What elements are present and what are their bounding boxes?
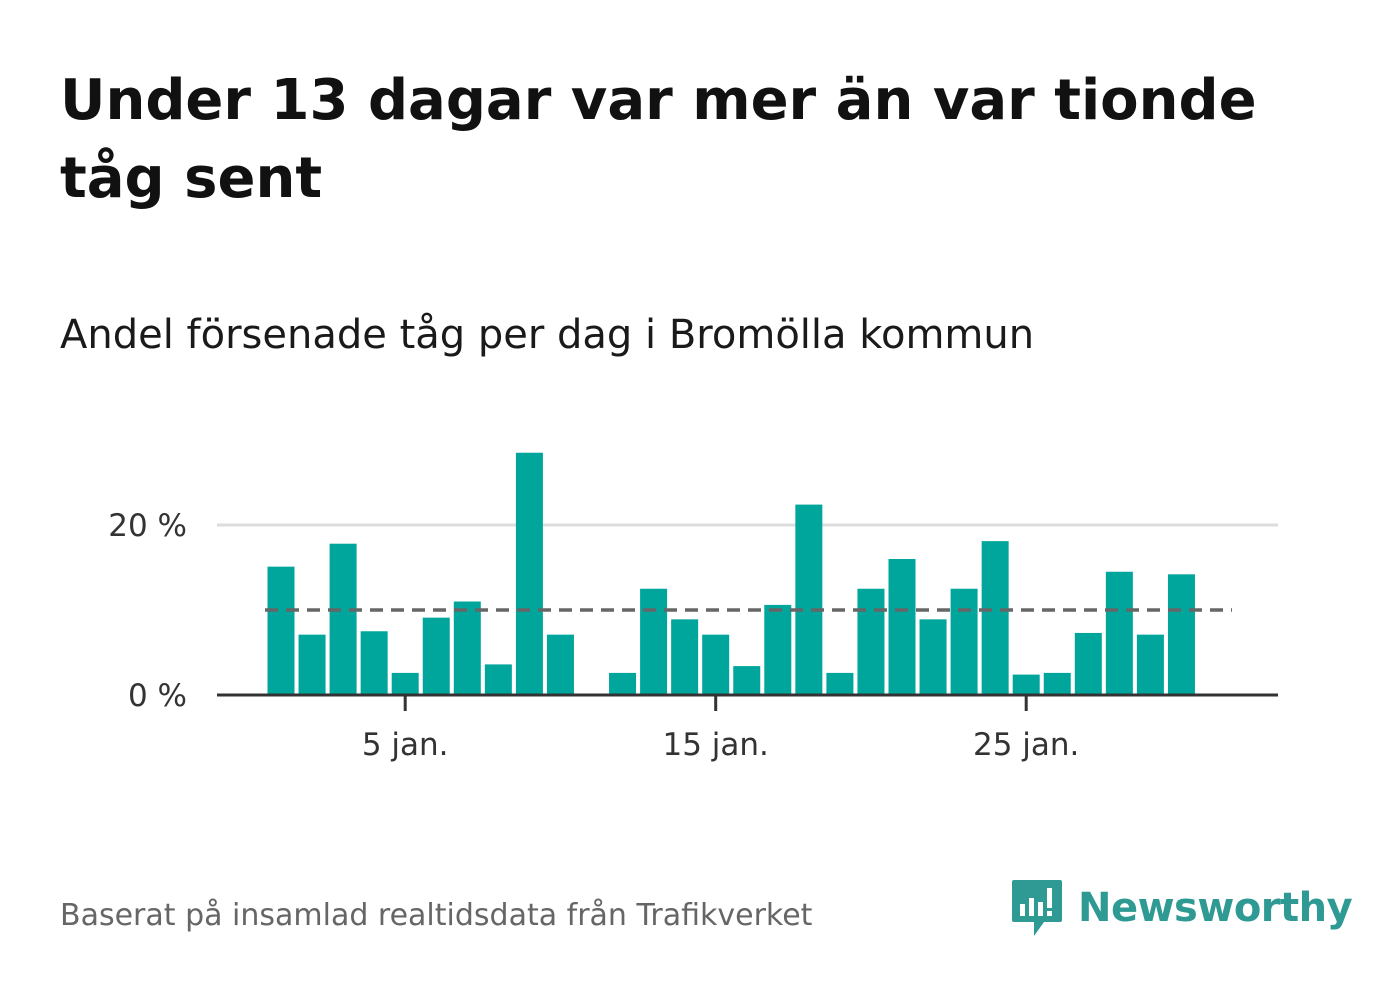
bar	[950, 588, 978, 695]
bar	[1043, 672, 1071, 695]
bar	[857, 588, 885, 695]
x-tick-label: 15 jan.	[662, 727, 768, 763]
bar	[888, 559, 916, 695]
bar	[702, 634, 730, 695]
y-tick-label: 0 %	[128, 678, 187, 714]
brand-logo: Newsworthy	[1010, 878, 1353, 938]
bar	[515, 452, 543, 695]
newsworthy-logo-icon	[1012, 880, 1062, 936]
bar	[671, 619, 699, 695]
bar	[391, 672, 419, 695]
bar	[360, 631, 388, 695]
bar	[795, 504, 823, 695]
bar	[422, 617, 450, 695]
bar	[1074, 632, 1102, 695]
bar-chart: 0 % 20 % 5 jan. 15 jan. 25 jan.	[108, 452, 1278, 763]
source-note: Baserat på insamlad realtidsdata från Tr…	[60, 898, 813, 933]
bar	[329, 543, 357, 695]
bar	[640, 588, 668, 695]
bar	[1012, 674, 1040, 695]
axes: 0 % 20 % 5 jan. 15 jan. 25 jan.	[108, 508, 1278, 763]
bar	[609, 672, 637, 695]
bar	[298, 634, 326, 695]
bar	[764, 604, 792, 695]
chart-title: Under 13 dagar var mer än var tionde tåg…	[60, 68, 1257, 211]
bar	[1105, 571, 1133, 695]
bar	[1167, 574, 1195, 695]
bar	[1136, 634, 1164, 695]
bar	[484, 664, 512, 695]
bar	[546, 634, 574, 695]
bar	[981, 541, 1009, 695]
bar	[826, 672, 854, 695]
chart-subtitle: Andel försenade tåg per dag i Bromölla k…	[60, 312, 1035, 358]
y-tick-label: 20 %	[108, 508, 187, 544]
bar	[267, 566, 295, 695]
bar	[919, 619, 947, 695]
bar	[453, 601, 481, 695]
bar	[733, 666, 761, 695]
brand-name: Newsworthy	[1078, 885, 1353, 931]
x-tick-label: 25 jan.	[973, 727, 1079, 763]
bars	[267, 452, 1195, 695]
x-tick-label: 5 jan.	[362, 727, 449, 763]
